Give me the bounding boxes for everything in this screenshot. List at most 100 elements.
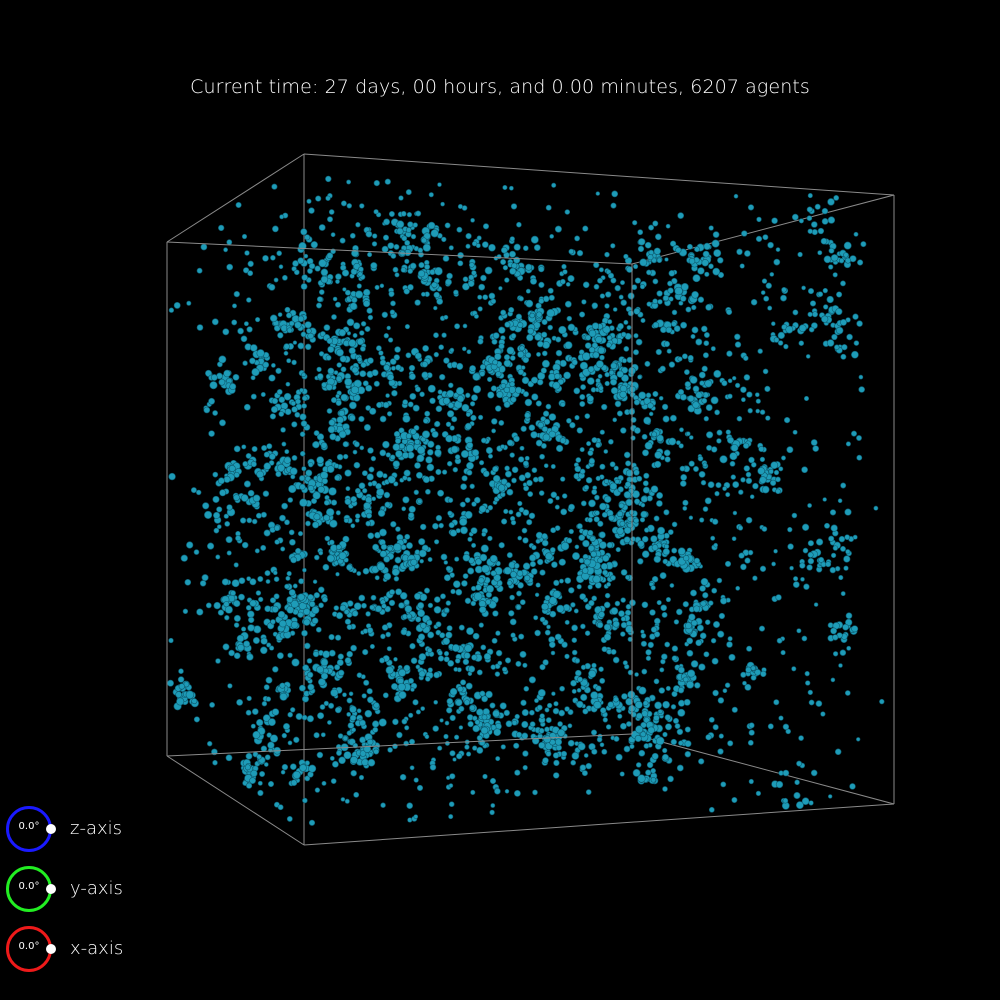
agent-dot — [543, 463, 549, 469]
agent-dot — [346, 318, 355, 327]
y-axis-handle[interactable] — [46, 884, 56, 894]
agent-dot — [471, 241, 478, 247]
agent-dot — [575, 669, 582, 677]
agent-dot — [754, 392, 760, 398]
agent-dot — [704, 271, 710, 277]
agent-dot — [443, 733, 449, 740]
agent-dot — [410, 657, 418, 664]
agent-dot — [212, 759, 218, 766]
agent-dot — [315, 626, 322, 633]
agent-dot — [335, 393, 340, 399]
agent-dot — [655, 233, 662, 241]
agent-dot — [410, 428, 417, 435]
agent-dot — [404, 533, 411, 540]
agent-dot — [346, 730, 353, 736]
agent-dot — [492, 709, 500, 718]
agent-dot — [312, 441, 320, 449]
agent-dot — [478, 622, 484, 628]
agent-dot — [224, 521, 231, 527]
agent-dot — [758, 625, 766, 632]
agent-dot — [280, 546, 286, 552]
agent-dot — [492, 474, 501, 483]
agent-dot — [352, 449, 358, 455]
agent-dot — [433, 596, 441, 603]
agent-dot — [832, 272, 838, 278]
agent-dot — [603, 633, 612, 641]
agent-dot — [379, 415, 387, 423]
agent-dot — [316, 302, 322, 309]
agent-dot — [621, 366, 629, 374]
agent-dot — [334, 463, 340, 469]
agent-dot — [598, 385, 604, 391]
agent-dot — [248, 616, 255, 624]
agent-dot — [378, 350, 384, 356]
agent-dot — [500, 744, 506, 750]
agent-dot — [223, 513, 229, 519]
agent-dot — [603, 449, 609, 454]
agent-dot — [196, 608, 204, 616]
agent-dot — [555, 495, 560, 501]
agent-dot — [541, 350, 548, 357]
agent-dot — [231, 579, 240, 588]
z-axis-rotation-control[interactable]: 0.0° z-axis — [6, 806, 136, 856]
agent-dot — [762, 234, 769, 241]
agent-dot — [510, 203, 518, 210]
agent-dot — [342, 735, 349, 741]
agent-dot — [830, 677, 836, 683]
agent-dot — [289, 467, 298, 476]
agent-dot — [537, 475, 544, 483]
agent-dot — [322, 650, 331, 659]
agent-dot — [640, 721, 647, 729]
agent-dot — [665, 723, 672, 731]
agent-dot — [330, 688, 339, 697]
agent-dot — [249, 599, 257, 607]
agent-dot — [592, 351, 600, 359]
agent-dot — [449, 773, 456, 780]
z-axis-handle[interactable] — [46, 824, 56, 834]
box-edge — [303, 803, 895, 846]
agent-dot — [438, 522, 444, 529]
agent-dot — [440, 201, 445, 207]
agent-dot — [260, 646, 268, 655]
agent-dot — [684, 740, 692, 748]
agent-dot — [240, 335, 248, 343]
agent-dot — [698, 758, 705, 765]
agent-dot — [747, 549, 754, 556]
agent-dot — [250, 723, 256, 729]
agent-dot — [600, 707, 607, 714]
agent-dot — [817, 250, 823, 256]
agent-dot — [372, 233, 378, 239]
agent-dot — [752, 575, 758, 581]
agent-dot — [299, 498, 308, 507]
agent-dot — [599, 541, 607, 549]
agent-dot — [329, 519, 338, 528]
y-axis-rotation-control[interactable]: 0.0° y-axis — [6, 866, 136, 916]
agent-dot — [360, 321, 367, 327]
agent-dot — [640, 629, 645, 634]
agent-dot — [196, 324, 204, 331]
agent-dot — [598, 531, 606, 539]
agent-dot — [379, 550, 387, 558]
agent-dot — [356, 338, 364, 346]
agent-dot — [528, 512, 536, 520]
agent-dot — [606, 342, 612, 348]
agent-dot — [730, 444, 739, 452]
agent-dot — [668, 270, 676, 277]
agent-dot — [641, 601, 649, 609]
agent-dot — [367, 314, 374, 321]
agent-dot — [432, 522, 439, 530]
agent-dot — [567, 275, 575, 283]
agent-dot — [584, 342, 592, 349]
agent-dot — [558, 709, 565, 717]
x-axis-handle[interactable] — [46, 944, 56, 954]
x-axis-rotation-control[interactable]: 0.0° x-axis — [6, 926, 136, 976]
agent-dot — [564, 341, 573, 350]
agent-dot — [750, 665, 756, 671]
agent-dot — [407, 221, 414, 228]
agent-dot — [443, 357, 450, 364]
agent-dot — [638, 749, 646, 757]
agent-dot — [318, 259, 327, 268]
agent-dot — [398, 690, 407, 700]
